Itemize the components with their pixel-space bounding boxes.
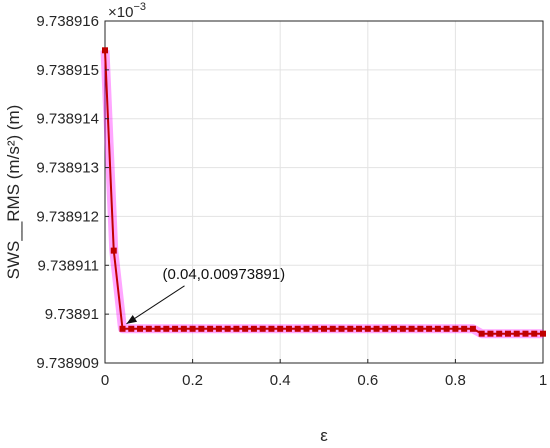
series-line	[104, 50, 543, 335]
data-point-marker	[180, 325, 187, 332]
data-point-marker	[268, 325, 275, 332]
data-point-marker	[408, 325, 415, 332]
y-tick-label: 9.738914	[36, 111, 99, 128]
data-point-marker	[303, 325, 310, 332]
data-point-marker	[198, 325, 205, 332]
annotation-arrow	[126, 285, 185, 325]
data-point-marker	[189, 325, 196, 332]
y-axis-label: SWS__RMS (m/s²) (m)	[4, 105, 23, 280]
data-point-marker	[154, 325, 161, 332]
data-point-marker	[128, 325, 135, 332]
data-point-marker	[434, 325, 441, 332]
data-point-marker	[207, 325, 214, 332]
data-point-marker	[452, 325, 459, 332]
annotation-arrowhead	[126, 315, 138, 324]
data-point-marker	[356, 325, 363, 332]
data-point-marker	[399, 325, 406, 332]
y-tick-label: 9.738915	[36, 62, 99, 79]
data-point-marker	[312, 325, 319, 332]
y-tick-label: 9.738916	[36, 13, 99, 30]
data-point-marker	[461, 325, 468, 332]
data-point-marker	[540, 330, 546, 337]
x-tick-label: 0.6	[357, 372, 378, 389]
plot-area	[104, 20, 544, 364]
data-point-marker	[426, 325, 433, 332]
x-tick-label: 0.8	[445, 372, 466, 389]
data-point-marker	[224, 325, 231, 332]
data-point-marker	[382, 325, 389, 332]
data-point-marker	[496, 330, 503, 337]
data-point-marker	[102, 47, 108, 54]
y-tick-label: 9.738911	[38, 257, 99, 274]
data-point-marker	[277, 325, 284, 332]
data-point-marker	[487, 330, 494, 337]
series-markers	[102, 47, 546, 337]
data-point-marker	[294, 325, 301, 332]
x-tick-label: 0.2	[182, 372, 203, 389]
y-tick-label: 9.738909	[36, 355, 99, 372]
y-axis-exponent: ×10−3	[108, 1, 146, 21]
y-tick-label: 9.738912	[36, 208, 99, 225]
data-point-marker	[215, 325, 222, 332]
series-halo	[100, 50, 543, 339]
data-point-marker	[321, 325, 327, 332]
y-axis-ticks: 9.738909 9.73891 9.738911 9.738912 9.738913 9…	[36, 13, 109, 372]
data-point-marker	[443, 325, 450, 332]
x-tick-label: 0	[101, 372, 109, 389]
annotation-label: (0.04,0.00973891)	[163, 266, 286, 283]
series-halo-line	[100, 50, 543, 339]
annotation: (0.04,0.00973891)	[126, 266, 286, 325]
data-point-marker	[364, 325, 371, 332]
data-point-marker	[478, 330, 485, 337]
data-point-marker	[329, 325, 336, 332]
data-point-marker	[145, 325, 152, 332]
data-point-marker	[119, 325, 126, 332]
data-point-marker	[469, 325, 476, 332]
data-point-marker	[513, 330, 520, 337]
data-point-marker	[338, 325, 345, 332]
data-point-marker	[250, 325, 257, 332]
y-tick-label: 9.73891	[45, 306, 99, 323]
data-point-marker	[504, 330, 511, 337]
data-point-marker	[163, 325, 170, 332]
data-point-marker	[110, 247, 117, 254]
series-line-path	[104, 50, 543, 335]
data-point-marker	[137, 325, 144, 332]
data-point-marker	[373, 325, 380, 332]
data-point-marker	[259, 325, 266, 332]
data-point-marker	[522, 330, 529, 337]
x-axis-ticks: 0 0.2 0.4 0.6 0.8 1	[101, 359, 547, 389]
data-point-marker	[417, 325, 424, 332]
x-axis-label: ε	[320, 426, 328, 445]
x-tick-label: 1	[539, 372, 547, 389]
y-tick-label: 9.738913	[36, 160, 99, 177]
data-point-marker	[233, 325, 240, 332]
grid	[104, 20, 544, 364]
x-tick-label: 0.4	[270, 372, 291, 389]
data-point-marker	[391, 325, 398, 332]
data-point-marker	[531, 330, 538, 337]
data-point-marker	[347, 325, 354, 332]
data-point-marker	[242, 325, 249, 332]
data-point-marker	[285, 325, 292, 332]
data-point-marker	[172, 325, 179, 332]
